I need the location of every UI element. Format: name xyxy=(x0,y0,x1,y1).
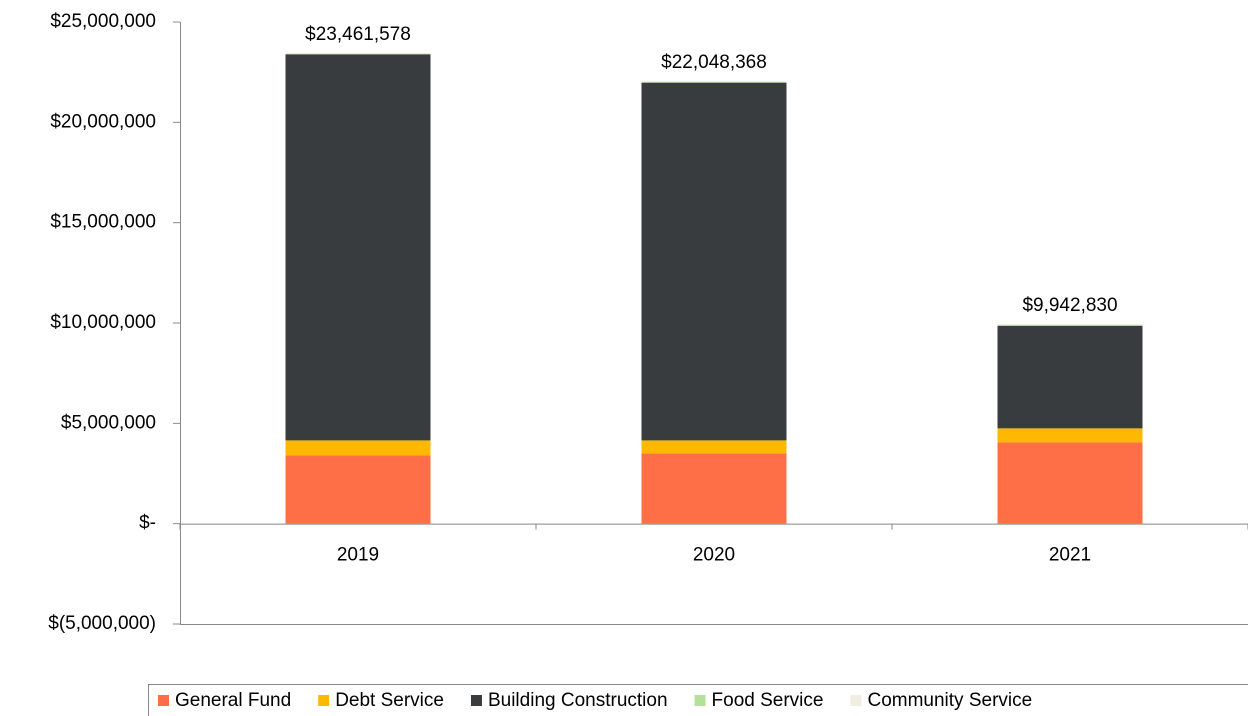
y-tick-label: $(5,000,000) xyxy=(48,613,156,634)
bar-segment xyxy=(641,453,787,524)
legend-swatch xyxy=(158,695,169,706)
legend-box xyxy=(148,684,1248,716)
y-tick-label: $10,000,000 xyxy=(50,312,156,333)
total-label: $23,461,578 xyxy=(305,24,411,45)
bar-segment xyxy=(285,455,431,524)
x-tick-label: 2019 xyxy=(337,545,379,566)
total-label: $9,942,830 xyxy=(1022,295,1117,316)
y-tick-label: $15,000,000 xyxy=(50,212,156,233)
bar-segment xyxy=(997,428,1143,443)
bar-segment xyxy=(641,440,787,454)
legend-swatch xyxy=(850,695,862,706)
legend-label: Community Service xyxy=(867,690,1032,711)
bar-segment xyxy=(285,440,431,456)
y-tick-label: $- xyxy=(139,513,156,534)
legend-label: General Fund xyxy=(175,690,291,711)
bar-segment xyxy=(997,324,1143,326)
y-tick-label: $5,000,000 xyxy=(61,412,156,433)
bar-segment xyxy=(285,54,431,441)
legend-label: Food Service xyxy=(712,690,824,711)
y-tick-label: $20,000,000 xyxy=(50,111,156,132)
x-tick-label: 2021 xyxy=(1049,545,1091,566)
bar-segment xyxy=(285,52,431,54)
legend-swatch xyxy=(318,695,330,706)
legend-label: Debt Service xyxy=(335,690,444,711)
bar-segment xyxy=(641,81,787,83)
x-tick-label: 2020 xyxy=(693,545,735,566)
y-tick-label: $25,000,000 xyxy=(50,11,156,32)
bar-segment xyxy=(641,82,787,441)
legend-swatch xyxy=(470,695,482,706)
legend-label: Building Construction xyxy=(488,690,668,711)
bar-segment xyxy=(997,325,1143,429)
legend-swatch xyxy=(694,695,706,706)
total-label: $22,048,368 xyxy=(661,52,767,73)
bar-segment xyxy=(997,442,1143,524)
